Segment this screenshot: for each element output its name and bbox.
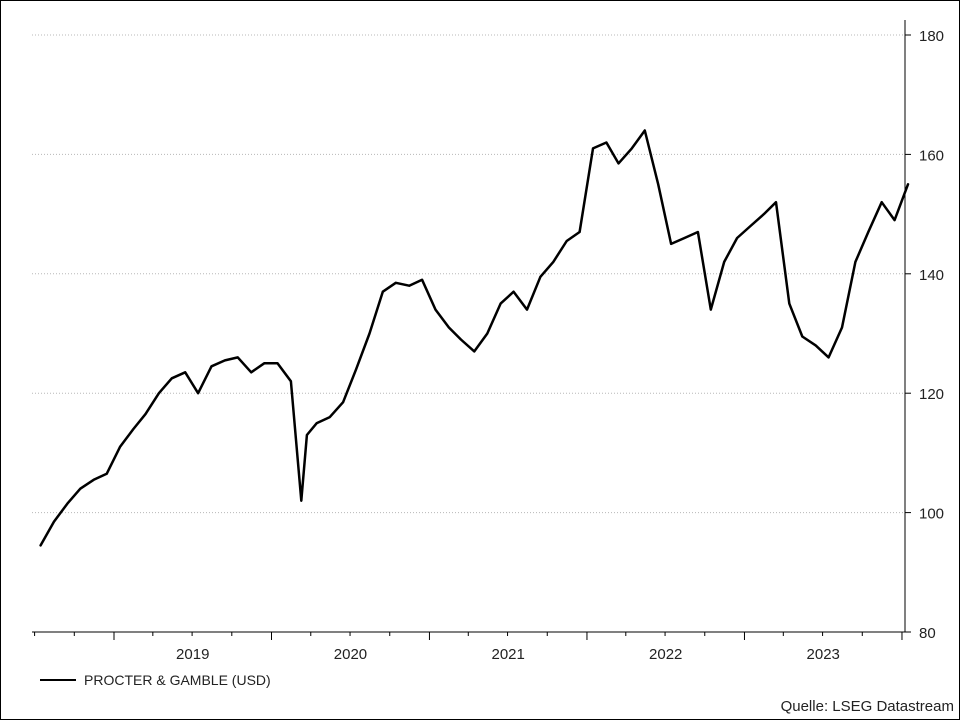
- data-point: [408, 284, 411, 287]
- data-point: [605, 141, 608, 144]
- data-point: [171, 377, 173, 380]
- data-point: [710, 308, 712, 311]
- data-point: [723, 261, 725, 263]
- data-point: [434, 308, 437, 311]
- data-point: [263, 362, 266, 365]
- data-point: [184, 371, 186, 374]
- data-point: [382, 290, 384, 293]
- data-point: [880, 201, 883, 203]
- data-point: [683, 237, 686, 239]
- data-point: [119, 446, 121, 448]
- data-point: [421, 279, 423, 281]
- data-point: [736, 237, 738, 239]
- series-line: [39, 129, 910, 547]
- data-point: [854, 261, 857, 263]
- data-point: [907, 183, 909, 186]
- data-point: [763, 213, 765, 215]
- data-point: [66, 502, 69, 505]
- data-point: [306, 434, 308, 436]
- data-point: [329, 416, 331, 418]
- y-tick-label: 180: [919, 28, 944, 45]
- x-tick-label: 2019: [176, 646, 209, 663]
- data-point: [565, 240, 568, 242]
- data-point: [105, 473, 108, 475]
- data-point: [526, 308, 528, 311]
- x-tick-label: 2020: [334, 646, 367, 663]
- data-point: [814, 344, 817, 347]
- legend-label: PROCTER & GAMBLE (USD): [84, 672, 271, 688]
- data-point: [578, 231, 581, 233]
- data-point: [512, 290, 515, 293]
- y-tick-label: 120: [919, 386, 944, 403]
- data-point: [395, 282, 397, 284]
- x-tick-label: 2023: [807, 646, 840, 663]
- data-point: [276, 362, 279, 365]
- data-point: [158, 392, 160, 395]
- data-point: [788, 302, 791, 305]
- data-point: [775, 201, 777, 203]
- data-point: [224, 359, 226, 362]
- data-point: [486, 332, 489, 335]
- data-point: [290, 380, 292, 383]
- data-point: [867, 231, 870, 233]
- data-point: [827, 356, 830, 359]
- data-point: [893, 219, 896, 221]
- data-point: [631, 147, 633, 150]
- data-point: [355, 368, 357, 371]
- y-tick-label: 140: [919, 267, 944, 284]
- x-tick-label: 2021: [492, 646, 525, 663]
- data-point: [460, 338, 462, 341]
- data-point: [670, 243, 672, 245]
- data-point: [539, 276, 542, 278]
- data-point: [300, 499, 303, 502]
- data-point: [250, 371, 252, 374]
- data-point: [552, 261, 555, 263]
- source-note: Quelle: LSEG Datastream: [780, 698, 954, 715]
- data-point: [92, 479, 95, 481]
- data-point: [132, 428, 135, 430]
- legend-swatch: [40, 679, 76, 681]
- data-point: [39, 544, 42, 547]
- data-point: [617, 162, 620, 165]
- data-point: [79, 487, 82, 490]
- data-point: [342, 401, 344, 404]
- data-point: [473, 350, 476, 353]
- data-point: [210, 365, 213, 368]
- data-point: [801, 335, 804, 338]
- data-point: [197, 392, 199, 395]
- data-point: [657, 183, 659, 186]
- data-point: [368, 332, 371, 335]
- data-point: [592, 147, 594, 150]
- data-point: [316, 422, 318, 424]
- y-tick-label: 160: [919, 147, 944, 164]
- data-point: [237, 356, 239, 359]
- data-point: [144, 413, 147, 415]
- y-tick-label: 80: [919, 625, 936, 642]
- y-tick-label: 100: [919, 506, 944, 523]
- x-tick-label: 2022: [649, 646, 682, 663]
- data-point: [841, 326, 843, 329]
- data-point: [499, 302, 502, 305]
- data-point: [697, 231, 699, 233]
- data-point: [53, 520, 55, 523]
- data-point: [644, 129, 646, 132]
- data-point: [448, 326, 450, 329]
- data-point: [749, 225, 752, 227]
- legend: PROCTER & GAMBLE (USD): [40, 671, 271, 689]
